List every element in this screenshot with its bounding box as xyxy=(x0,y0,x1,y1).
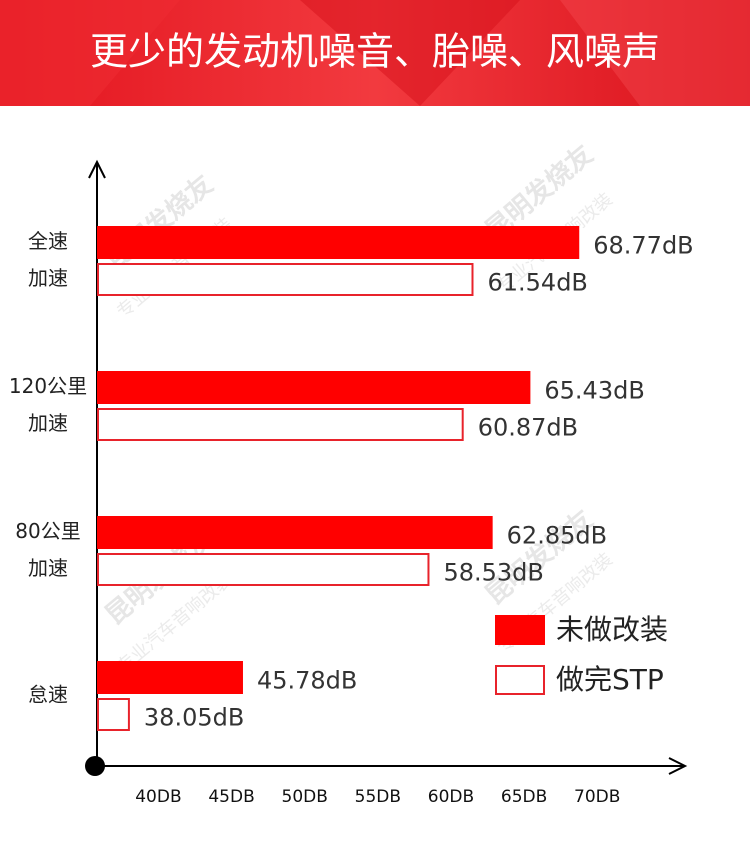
x-tick-label: 60DB xyxy=(428,787,474,807)
value-label: 68.77dB xyxy=(593,232,693,260)
bar xyxy=(97,263,474,296)
bar xyxy=(97,698,130,731)
legend-swatch xyxy=(495,615,545,645)
legend-swatch xyxy=(495,665,545,695)
bar xyxy=(97,371,531,404)
x-tick-label: 50DB xyxy=(282,787,328,807)
x-tick-label: 40DB xyxy=(135,787,181,807)
banner: 更少的发动机噪音、胎噪、风噪声 xyxy=(0,0,750,106)
legend-label: 未做改装 xyxy=(556,613,668,646)
value-label: 65.43dB xyxy=(544,377,644,405)
legend-label: 做完STP xyxy=(556,663,664,696)
value-label: 62.85dB xyxy=(507,522,607,550)
bar xyxy=(97,661,243,694)
x-tick-label: 70DB xyxy=(574,787,620,807)
value-label: 58.53dB xyxy=(443,559,543,587)
bar xyxy=(97,408,464,441)
category-label: 120公里 xyxy=(9,374,87,398)
value-label: 60.87dB xyxy=(478,414,578,442)
x-tick-label: 55DB xyxy=(355,787,401,807)
bar xyxy=(97,226,580,259)
chart-title: 更少的发动机噪音、胎噪、风噪声 xyxy=(90,30,660,74)
bar xyxy=(97,516,493,549)
value-label: 45.78dB xyxy=(257,667,357,695)
category-label: 加速 xyxy=(28,411,68,435)
x-tick-label: 45DB xyxy=(208,787,254,807)
x-tick-label: 65DB xyxy=(501,787,547,807)
category-label: 80公里 xyxy=(15,519,80,543)
category-label: 全速 xyxy=(28,229,68,253)
category-label: 加速 xyxy=(28,556,68,580)
category-label: 加速 xyxy=(28,266,68,290)
value-label: 38.05dB xyxy=(144,704,244,732)
bar xyxy=(97,553,430,586)
category-label: 怠速 xyxy=(28,683,68,707)
value-label: 61.54dB xyxy=(487,269,587,297)
